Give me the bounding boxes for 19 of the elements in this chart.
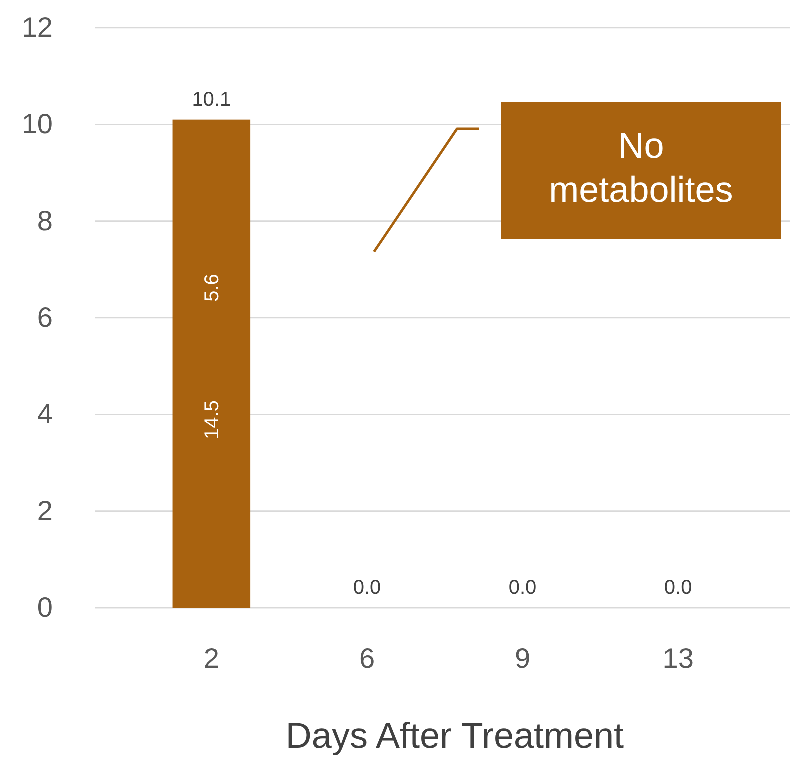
annotation: No metabolites <box>549 125 734 210</box>
x-axis-title: Days After Treatment <box>286 715 624 756</box>
data-label: 0.0 <box>353 577 382 599</box>
y-tick-label: 10 <box>22 108 53 140</box>
y-tick-label: 4 <box>37 398 53 430</box>
y-tick-label: 8 <box>37 205 53 236</box>
y-tick-label: 2 <box>37 495 53 526</box>
x-tick-label: 6 <box>359 642 376 674</box>
annotation: 14.5 <box>202 400 224 440</box>
annotation: 5.6 <box>202 274 224 302</box>
y-tick-label: 0 <box>37 592 53 623</box>
x-tick-label: 13 <box>662 642 694 674</box>
y-tick-label: 6 <box>37 302 53 333</box>
data-label: 10.1 <box>192 88 232 111</box>
data-label: 0.0 <box>508 577 537 599</box>
y-tick-label: 12 <box>22 12 53 43</box>
data-label: 0.0 <box>664 577 692 599</box>
x-tick-label: 2 <box>204 642 220 674</box>
x-tick-label: 9 <box>514 642 531 674</box>
